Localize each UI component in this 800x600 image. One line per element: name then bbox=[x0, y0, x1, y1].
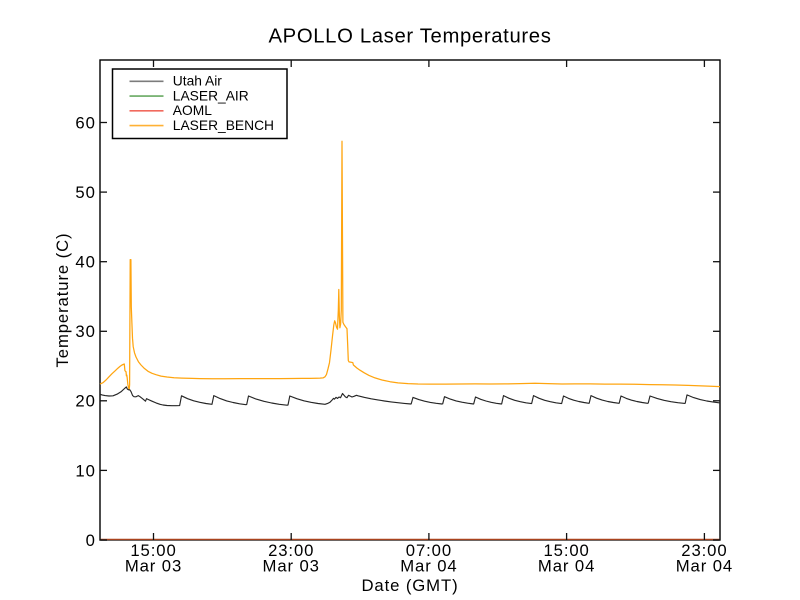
svg-text:Temperature (C): Temperature (C) bbox=[53, 233, 72, 368]
svg-text:Mar 04: Mar 04 bbox=[538, 557, 595, 576]
svg-text:Utah Air: Utah Air bbox=[173, 74, 222, 89]
svg-text:Date (GMT): Date (GMT) bbox=[361, 576, 458, 595]
svg-text:50: 50 bbox=[75, 183, 95, 202]
svg-text:23:00: 23:00 bbox=[268, 541, 314, 560]
svg-text:07:00: 07:00 bbox=[406, 541, 452, 560]
svg-text:40: 40 bbox=[75, 253, 95, 272]
svg-text:Mar 04: Mar 04 bbox=[676, 557, 733, 576]
svg-text:23:00: 23:00 bbox=[681, 541, 727, 560]
svg-text:Mar 04: Mar 04 bbox=[400, 557, 457, 576]
svg-text:15:00: 15:00 bbox=[130, 541, 176, 560]
svg-text:0: 0 bbox=[86, 531, 96, 550]
svg-text:APOLLO Laser Temperatures: APOLLO Laser Temperatures bbox=[268, 26, 551, 48]
svg-text:AOML: AOML bbox=[173, 103, 212, 118]
svg-text:Mar 03: Mar 03 bbox=[263, 557, 320, 576]
svg-text:LASER_AIR: LASER_AIR bbox=[173, 88, 249, 103]
svg-text:LASER_BENCH: LASER_BENCH bbox=[173, 118, 274, 133]
svg-text:30: 30 bbox=[75, 322, 95, 341]
svg-text:60: 60 bbox=[75, 113, 95, 132]
svg-text:10: 10 bbox=[75, 461, 95, 480]
svg-text:15:00: 15:00 bbox=[543, 541, 589, 560]
svg-text:20: 20 bbox=[75, 392, 95, 411]
svg-text:Mar 03: Mar 03 bbox=[125, 557, 182, 576]
